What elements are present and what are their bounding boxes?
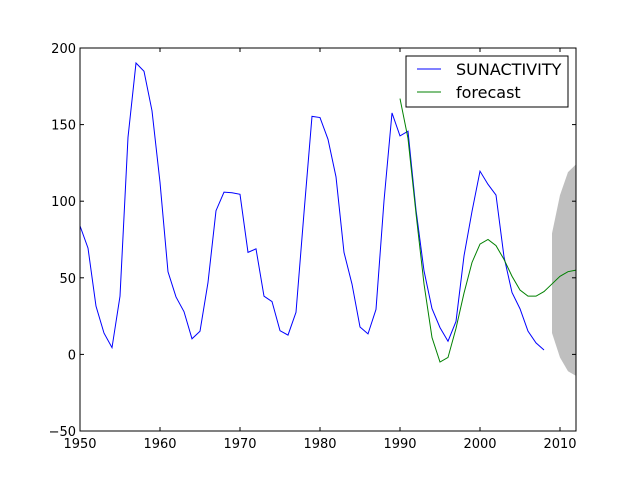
x-tick-label: 1990: [383, 437, 416, 452]
y-tick-label: 150: [51, 119, 76, 134]
y-tick-label: −50: [49, 425, 76, 440]
legend: SUNACTIVITY forecast: [405, 55, 569, 108]
x-tick-label: 1960: [143, 437, 176, 452]
x-tick-label: 1980: [303, 437, 336, 452]
y-tick-label: 0: [68, 348, 76, 363]
x-tick-label: 2000: [463, 437, 496, 452]
series-line-forecast: [399, 98, 577, 363]
ticks-layer: 1950 1960 1970 1980 1990 2000 2010 −50 0 50 100 150…: [49, 42, 577, 452]
x-tick-label: 1970: [223, 437, 256, 452]
y-tick-label: 200: [51, 42, 76, 57]
series-layer: [79, 61, 577, 363]
confidence-band-layer: [552, 164, 576, 376]
legend-label-forecast: forecast: [456, 83, 521, 102]
series-line-sunactivity: [79, 61, 545, 351]
y-tick-label: 100: [51, 195, 76, 210]
x-tick-label: 2010: [543, 437, 576, 452]
legend-box: [405, 55, 569, 108]
legend-label-sunactivity: SUNACTIVITY: [456, 60, 562, 79]
x-tick-label: 1950: [63, 437, 96, 452]
y-tick-label: 50: [59, 272, 76, 287]
plot-frame: [79, 47, 577, 432]
confidence-band: [552, 164, 576, 376]
